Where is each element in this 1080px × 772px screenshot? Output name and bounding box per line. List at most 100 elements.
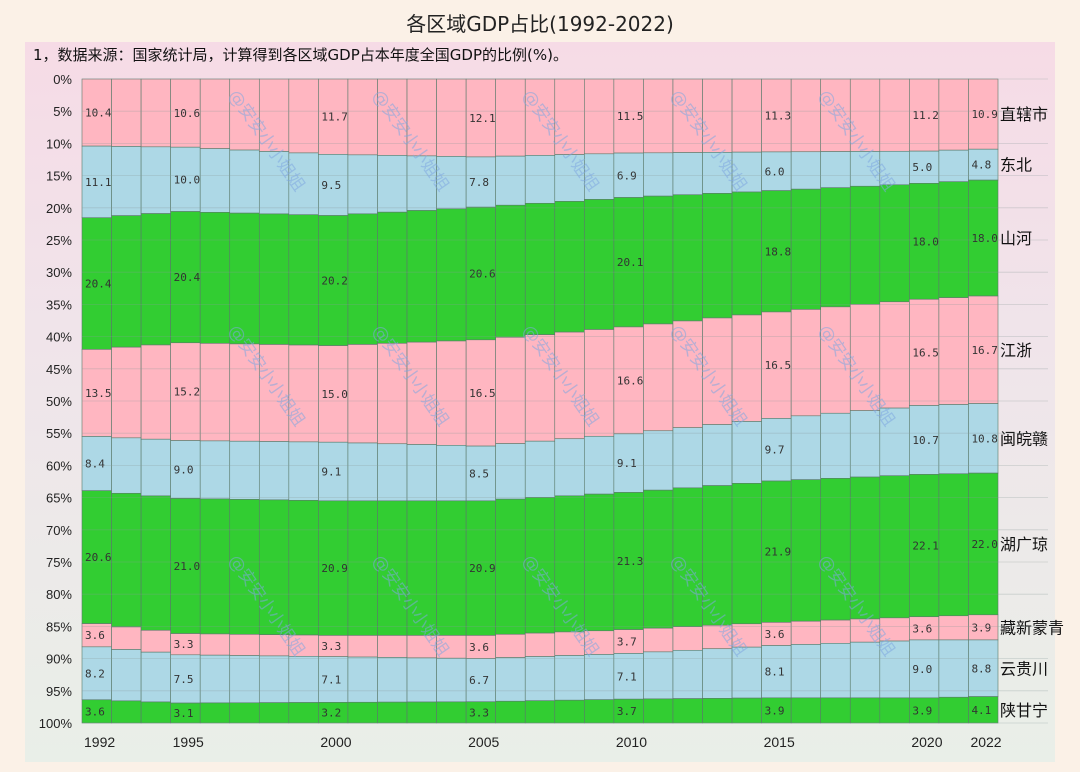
bar-segment [258,499,290,635]
bar-segment [377,657,408,703]
data-label: 10.7 [912,434,939,447]
bar-segment [643,78,674,154]
bar-segment [909,150,940,184]
bar-segment [820,78,851,152]
bar-segment [465,658,496,703]
bar-segment [258,213,290,345]
bar-segment [790,188,822,310]
y-tick-label: 20% [46,201,72,216]
bar-segment [524,700,556,724]
data-label: 3.3 [174,638,194,651]
series-label-8: 陕甘宁 [1000,701,1048,720]
data-label: 8.8 [971,662,991,675]
bar-segment [938,696,969,724]
bar-segment [524,334,556,442]
bar-segment [672,320,703,428]
bar-segment [731,483,762,625]
bar-segment [140,629,171,653]
bar-segment [258,78,290,152]
bar-segment [406,341,437,445]
bar-segment [229,655,260,704]
bar-segment [643,489,674,629]
bar-segment [495,498,526,635]
bar-segment [140,146,171,214]
bar-segment [790,78,822,153]
bar-segment [111,78,142,147]
data-label: 11.3 [765,109,792,122]
data-label: 3.6 [912,622,932,635]
bar-segment [672,78,703,153]
bar-segment [229,212,260,345]
data-label: 10.0 [174,173,201,186]
series-label-5: 湖广琼 [1000,535,1048,554]
chart-title: 各区域GDP占比(1992-2022) [406,12,674,36]
data-label: 10.6 [174,107,201,120]
bar-segment [347,213,378,345]
data-label: 4.1 [971,704,991,717]
data-label: 20.9 [321,562,348,575]
data-label: 20.6 [85,551,112,564]
data-label: 3.6 [85,629,105,642]
data-label: 3.9 [912,704,932,717]
bar-segment [643,323,674,432]
bar-segment [81,145,112,219]
bar-segment [968,639,999,697]
data-label: 9.5 [321,179,341,192]
bar-segment [318,345,349,443]
data-label: 7.1 [321,674,341,687]
bar-segment [820,619,851,644]
bar-segment [199,78,231,149]
bar-segment [111,700,142,724]
bar-segment [849,78,881,152]
data-label: 21.0 [174,560,201,573]
data-label: 12.1 [469,112,496,125]
data-label: 10.4 [85,107,112,120]
bar-segment [584,699,615,724]
bar-segment [347,701,378,724]
data-label: 15.0 [321,388,348,401]
data-label: 16.6 [617,374,644,387]
bar-segment [111,437,142,494]
bar-segment [495,657,526,702]
bar-segment [702,698,733,724]
bar-segment [111,649,142,702]
bar-segment [406,701,437,724]
bar-segment [524,78,556,156]
data-label: 21.3 [617,555,644,568]
bar-segment [909,298,940,406]
bar-segment [111,346,142,439]
data-label: 20.4 [174,271,201,284]
bar-segment [672,698,703,724]
bar-segment [554,201,585,333]
data-label: 11.5 [617,110,644,123]
y-tick-label: 5% [53,104,72,119]
bar-segment [879,184,910,303]
bar-segment [111,492,142,628]
bar-segment [406,78,437,157]
bar-segment [140,344,171,440]
series-label-0: 直辖市 [1000,105,1048,124]
y-tick-label: 80% [46,587,72,602]
bar-segment [288,655,319,703]
data-label: 3.9 [971,621,991,634]
bar-segment [495,700,526,724]
bar-segment [909,697,940,724]
data-label: 10.9 [971,108,998,121]
x-tick-label: 1995 [173,734,204,750]
bar-segment [258,151,290,215]
bar-segment [495,633,526,658]
data-label: 6.9 [617,169,637,182]
bar-segment [790,644,822,699]
bar-segment [938,78,969,151]
bar-segment [909,405,940,475]
data-label: 3.3 [321,640,341,653]
bar-segment [938,615,969,641]
y-tick-label: 55% [46,426,72,441]
bar-segment [968,614,999,641]
bar-segment [554,331,585,440]
bar-segment [258,655,290,703]
bar-segment [909,474,940,618]
bar-segment [111,626,142,650]
bar-segment [170,78,201,148]
y-tick-label: 70% [46,523,72,538]
